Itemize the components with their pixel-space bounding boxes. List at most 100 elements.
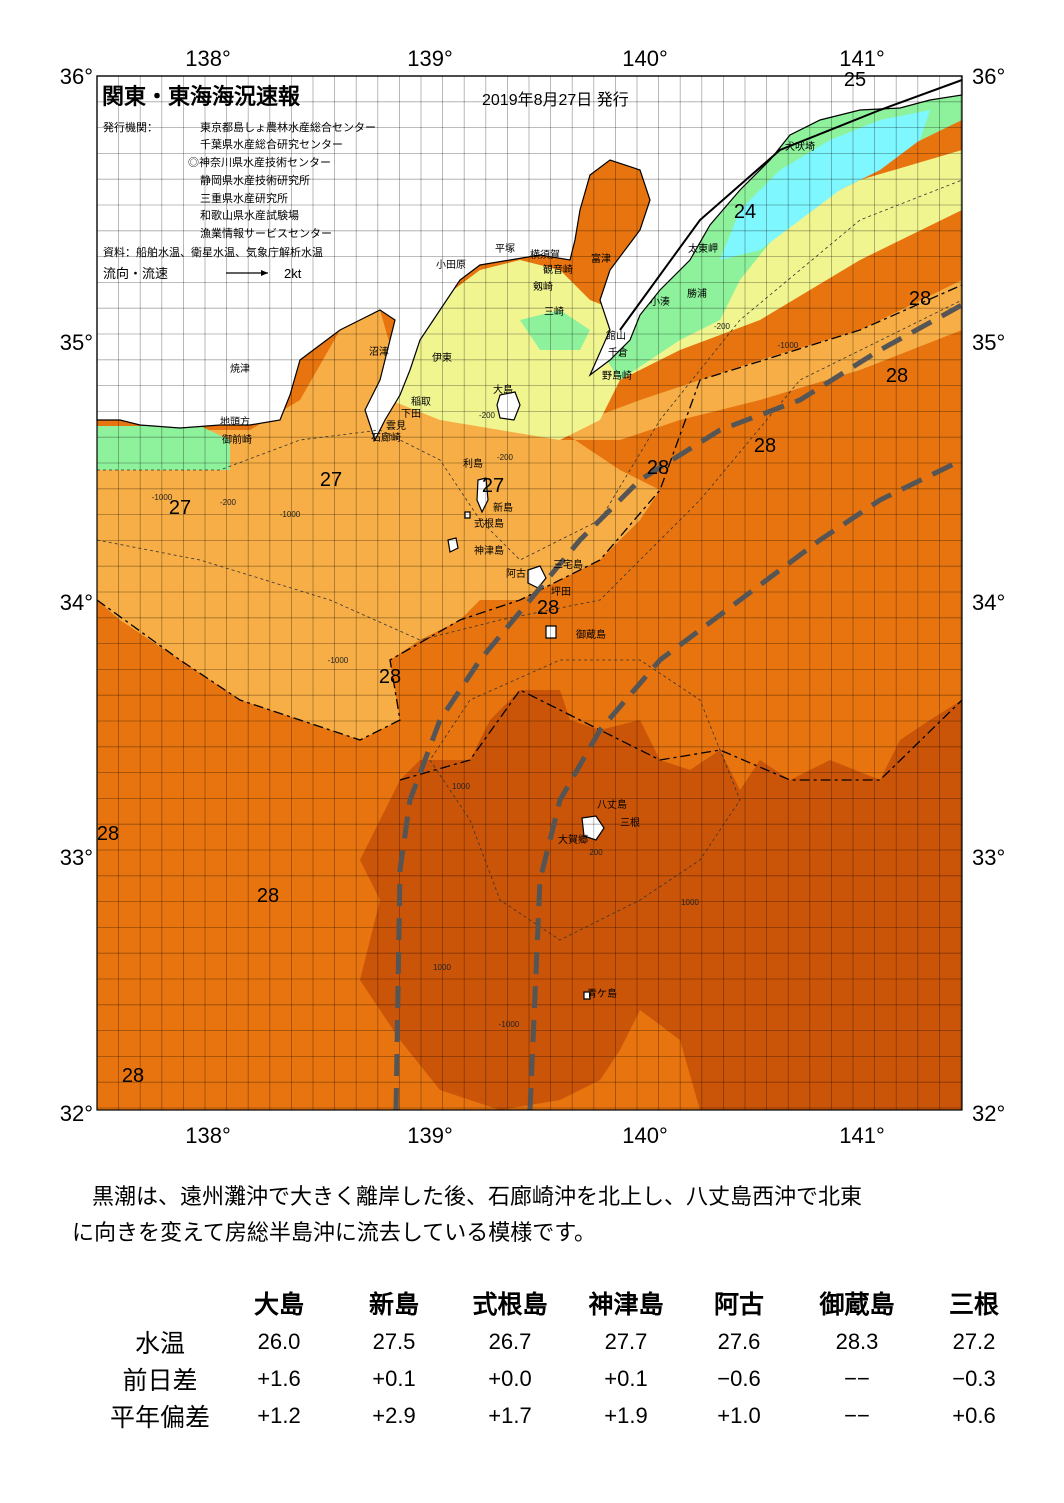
temp-label: 27 (482, 475, 504, 497)
place-name: 御前崎 (222, 433, 252, 446)
lon-label: 140° (622, 46, 668, 71)
depth-label: -1000 (280, 510, 301, 519)
zone-29 (360, 690, 962, 1110)
depth-lines (96, 179, 963, 941)
lat-axis-right: 36° 35° 34° 33° 32° (972, 64, 1005, 1126)
table-cell: 27.5 (372, 1328, 416, 1354)
place-name: 富津 (591, 252, 611, 265)
map-title: 関東・東海海況速報 (102, 84, 301, 109)
land (96, 75, 963, 1000)
table-cell: +0.6 (952, 1402, 996, 1428)
lat-label: 36° (972, 64, 1005, 89)
station-header: 阿古 (713, 1290, 764, 1319)
place-name: 三根 (620, 816, 640, 829)
kuroshio-axis (393, 302, 964, 1111)
temp-label: 28 (122, 1065, 144, 1087)
station-temperature-table: 大島 新島 式根島 神津島 阿古 御蔵島 三根 水温 26.0 27.5 26.… (96, 1283, 1026, 1434)
temp-label: 28 (754, 435, 776, 457)
place-name: 伊東 (432, 351, 452, 364)
depth-label: -1000 (152, 493, 173, 502)
lat-label: 32° (972, 1101, 1005, 1126)
depth-labels: -200 -200 -200 -1000 -1000 -200 -1000 -1… (152, 322, 799, 1029)
table-cell: 28.3 (835, 1328, 879, 1354)
temp-label: 27 (320, 469, 342, 491)
depth-label: -200 (479, 411, 496, 420)
place-name: 式根島 (474, 517, 504, 530)
station-header: 式根島 (472, 1290, 548, 1319)
place-name: 沼津 (369, 345, 389, 358)
data-source: 資料：船舶水温、衛星水温、気象庁解析水温 (103, 245, 323, 259)
station-header: 三根 (948, 1290, 999, 1319)
place-name: 八丈島 (597, 798, 627, 811)
zone-25 (97, 76, 962, 470)
place-name: 青ケ島 (587, 987, 617, 1000)
station-header: 神津島 (588, 1290, 664, 1319)
depth-label: 200 (589, 848, 603, 857)
depth-label: 1000 (452, 782, 470, 791)
place-name: 新島 (493, 501, 513, 514)
table-row: 前日差 +1.6 +0.1 +0.0 +0.1 −0.6 −− −0.3 (96, 1360, 1026, 1397)
depth-label: -1000 (778, 341, 799, 350)
lat-label: 36° (60, 64, 93, 89)
temp-label: 27 (169, 497, 191, 519)
temp-label: 28 (909, 288, 931, 310)
place-name: 焼津 (230, 363, 250, 375)
table-cell: 26.0 (257, 1328, 301, 1354)
shikinejima-island (464, 511, 471, 519)
lon-axis-bottom: 138° 139° 140° 141° (185, 1123, 885, 1148)
table-cell: +1.0 (717, 1402, 761, 1428)
lat-label: 35° (60, 330, 93, 355)
place-name: 千倉 (608, 346, 628, 359)
table-cell: +2.9 (372, 1402, 416, 1428)
place-name: 神津島 (474, 544, 504, 557)
place-name: 地頭方 (220, 415, 250, 428)
niijima-island (476, 477, 489, 514)
place-name: 大賀郷 (558, 833, 588, 846)
place-name: 稲取 (411, 396, 431, 408)
lat-label: 33° (60, 845, 93, 870)
depth-line-200 (97, 179, 963, 561)
lon-label: 139° (407, 1123, 453, 1148)
temp-label: 28 (537, 597, 559, 619)
issue-date: 2019年8月27日 発行 (482, 91, 629, 109)
table-cell: +1.6 (257, 1365, 301, 1391)
station-header: 大島 (253, 1290, 304, 1319)
depth-label: -200 (497, 453, 514, 462)
legend-scale: 2kt (284, 266, 302, 281)
row-label: 水温 (134, 1328, 185, 1358)
summary-text: 黒潮は、遠州灘沖で大きく離岸した後、石廊崎沖を北上し、八丈島西沖で北東 に向きを… (72, 1180, 1032, 1252)
place-name: 小湊 (650, 295, 670, 308)
table-cell: 27.6 (717, 1328, 761, 1354)
table-cell: −− (844, 1402, 870, 1428)
table-cell: 27.7 (604, 1328, 648, 1354)
temp-label: 28 (97, 823, 119, 845)
kozushima-island (447, 537, 459, 553)
row-label: 平年偏差 (109, 1402, 210, 1432)
table-cell: +1.2 (257, 1402, 301, 1428)
zone-26 (390, 150, 962, 440)
place-name: 坪田 (551, 585, 571, 598)
lat-label: 34° (60, 590, 93, 615)
table-cell: −0.3 (952, 1365, 996, 1391)
agency-name: 三重県水産研究所 (200, 191, 288, 205)
depth-line-1000 (96, 299, 963, 641)
honshu-coast (96, 75, 963, 442)
place-name: 太東岬 (688, 242, 718, 255)
place-name: 石廊崎 (371, 431, 401, 444)
table-cell: −0.6 (717, 1365, 761, 1391)
sea-temperature-map: 24 25 27 27 27 28 28 28 28 28 28 28 28 2… (60, 46, 1006, 1148)
legend-label: 流向・流速 (103, 266, 168, 281)
place-name: 阿古 (506, 567, 526, 580)
isotherm-27-28 (96, 284, 963, 741)
temperature-labels: 24 25 27 27 27 28 28 28 28 28 28 28 28 2… (97, 69, 931, 1087)
agency-name: 和歌山県水産試験場 (200, 208, 299, 222)
station-header: 新島 (368, 1290, 419, 1319)
temp-label: 25 (844, 69, 866, 91)
map-frame (96, 75, 963, 1111)
table-corner (96, 1283, 224, 1323)
zone-24 (720, 110, 930, 260)
place-name: 御蔵島 (576, 628, 606, 641)
place-name: 三崎 (544, 305, 564, 318)
depth-label: -200 (220, 498, 237, 507)
place-name: 館山 (606, 329, 626, 342)
